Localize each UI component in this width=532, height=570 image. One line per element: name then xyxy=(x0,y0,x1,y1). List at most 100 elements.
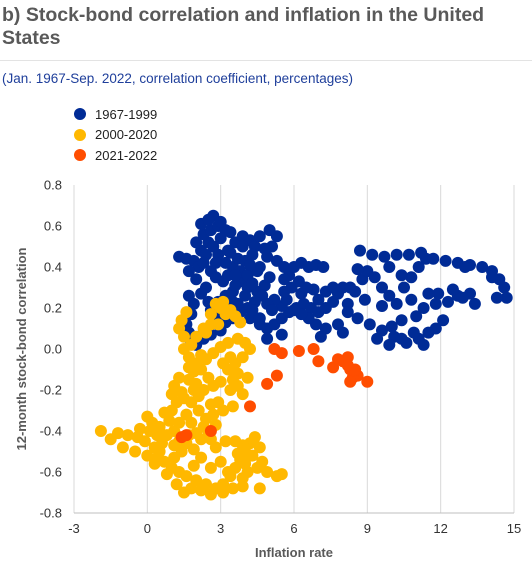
y-tick-label: 0.8 xyxy=(44,178,62,193)
x-tick-label: 6 xyxy=(290,521,297,536)
point-1967-1999 xyxy=(214,232,227,245)
point-1967-1999 xyxy=(224,226,237,239)
y-tick-label: -0.6 xyxy=(40,465,62,480)
point-1967-1999 xyxy=(498,281,511,294)
legend-item-2000-2020: 2000-2020 xyxy=(74,125,157,146)
point-2000-2020 xyxy=(204,308,217,321)
point-1967-1999 xyxy=(246,277,259,290)
point-1967-1999 xyxy=(236,240,249,253)
point-1967-1999 xyxy=(244,259,256,271)
point-2000-2020 xyxy=(217,478,230,491)
point-1967-1999 xyxy=(258,242,271,255)
point-2000-2020 xyxy=(204,488,217,501)
point-2000-2020 xyxy=(163,414,176,427)
point-2000-2020 xyxy=(204,461,217,474)
point-1967-1999 xyxy=(253,312,266,325)
point-1967-1999 xyxy=(263,224,276,237)
point-2021-2022 xyxy=(261,377,274,390)
point-2000-2020 xyxy=(217,486,230,499)
point-2021-2022 xyxy=(312,355,325,368)
point-1967-1999 xyxy=(385,320,398,333)
point-1967-1999 xyxy=(229,269,242,282)
point-1967-1999 xyxy=(187,297,200,310)
point-2000-2020 xyxy=(244,449,256,462)
point-1967-1999 xyxy=(363,318,376,331)
legend: 1967-1999 2000-2020 2021-2022 xyxy=(74,104,157,166)
point-1967-1999 xyxy=(358,293,371,306)
point-2000-2020 xyxy=(104,433,117,446)
point-1967-1999 xyxy=(490,291,503,304)
point-2000-2020 xyxy=(182,361,195,374)
legend-label-2021-2022: 2021-2022 xyxy=(95,147,158,163)
point-2000-2020 xyxy=(204,433,217,446)
point-1967-1999 xyxy=(246,304,259,317)
point-1967-1999 xyxy=(402,248,415,261)
point-1967-1999 xyxy=(368,271,381,284)
point-1967-1999 xyxy=(239,289,252,302)
point-1967-1999 xyxy=(312,293,325,306)
point-1967-1999 xyxy=(383,261,396,273)
point-1967-1999 xyxy=(383,338,396,351)
point-1967-1999 xyxy=(197,256,210,269)
point-1967-1999 xyxy=(317,261,330,273)
data-points xyxy=(94,209,513,501)
point-2000-2020 xyxy=(217,404,230,417)
point-2000-2020 xyxy=(141,410,154,423)
point-1967-1999 xyxy=(253,230,266,243)
point-1967-1999 xyxy=(354,244,366,257)
point-1967-1999 xyxy=(415,246,428,259)
point-2000-2020 xyxy=(241,371,254,384)
point-2000-2020 xyxy=(219,435,232,448)
point-1967-1999 xyxy=(442,295,454,308)
point-1967-1999 xyxy=(417,302,430,314)
chart-subtitle: (Jan. 1967-Sep. 2022, correlation coeffi… xyxy=(2,71,353,86)
point-1967-1999 xyxy=(422,326,435,339)
point-1967-1999 xyxy=(446,283,459,296)
point-1967-1999 xyxy=(190,273,203,286)
point-2021-2022 xyxy=(244,400,256,413)
point-2000-2020 xyxy=(226,400,239,413)
point-2000-2020 xyxy=(143,425,156,437)
point-2000-2020 xyxy=(185,416,198,429)
point-1967-1999 xyxy=(344,281,357,294)
point-1967-1999 xyxy=(371,332,384,345)
point-2000-2020 xyxy=(187,384,200,396)
legend-marker-1967-1999 xyxy=(74,108,86,121)
point-1967-1999 xyxy=(500,291,513,304)
point-2000-2020 xyxy=(129,445,142,458)
point-1967-1999 xyxy=(351,263,364,276)
point-2000-2020 xyxy=(222,466,234,478)
point-1967-1999 xyxy=(378,250,391,263)
point-2000-2020 xyxy=(202,371,215,384)
point-2000-2020 xyxy=(236,388,249,401)
title-divider xyxy=(0,60,532,61)
legend-item-2021-2022: 2021-2022 xyxy=(74,145,157,166)
point-1967-1999 xyxy=(395,332,408,345)
point-2021-2022 xyxy=(292,345,305,357)
y-tick-label: -0.8 xyxy=(40,506,62,521)
point-2000-2020 xyxy=(134,422,146,435)
point-2000-2020 xyxy=(261,466,274,478)
point-2000-2020 xyxy=(234,316,247,329)
point-2000-2020 xyxy=(253,482,266,495)
point-2000-2020 xyxy=(195,484,208,497)
point-2000-2020 xyxy=(151,451,164,464)
point-1967-1999 xyxy=(275,328,288,341)
point-1967-1999 xyxy=(398,281,410,294)
point-2000-2020 xyxy=(178,486,190,499)
point-1967-1999 xyxy=(405,293,418,306)
point-2021-2022 xyxy=(204,425,217,437)
point-1967-1999 xyxy=(202,213,215,226)
point-1967-1999 xyxy=(376,281,388,294)
point-1967-1999 xyxy=(327,281,340,294)
point-1967-1999 xyxy=(266,304,278,317)
point-1967-1999 xyxy=(486,271,498,284)
point-2000-2020 xyxy=(116,441,129,454)
point-2000-2020 xyxy=(256,455,269,468)
x-tick-label: 15 xyxy=(507,521,521,536)
point-1967-1999 xyxy=(263,271,276,284)
series-2021-2022 xyxy=(175,343,374,444)
point-1967-1999 xyxy=(351,312,364,325)
point-1967-1999 xyxy=(390,297,403,310)
point-2000-2020 xyxy=(168,451,181,464)
